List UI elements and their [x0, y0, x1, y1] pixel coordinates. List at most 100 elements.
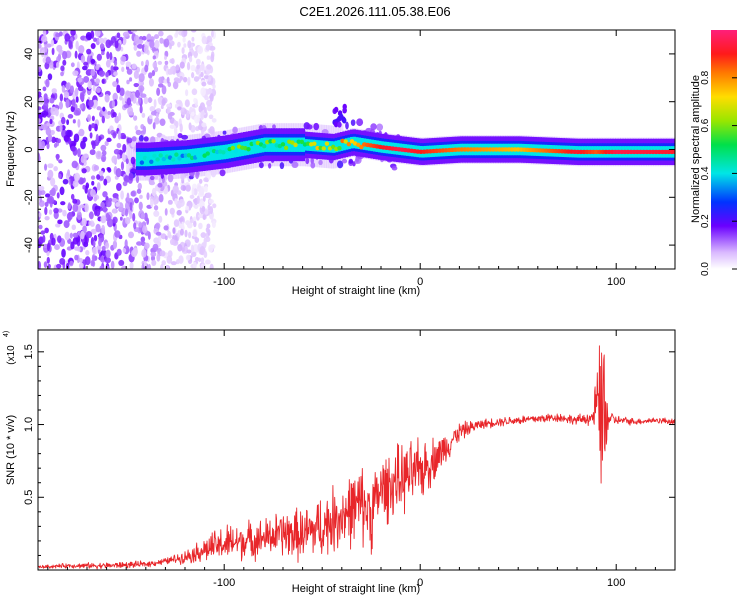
spectrogram-noise-cell — [99, 265, 104, 269]
spectrogram-noise-cell — [82, 65, 88, 71]
spectrogram-noise-cell — [44, 44, 48, 53]
spectrogram-core-cell — [312, 141, 317, 146]
spectrogram-noise-cell — [200, 63, 205, 72]
spectrogram-noise-cell — [65, 99, 70, 109]
spectrogram-noise-cell — [59, 258, 66, 265]
spectrogram-noise-cell — [79, 204, 85, 209]
spectrogram-noise-cell — [193, 188, 198, 196]
spectrogram-noise-cell — [101, 115, 106, 124]
spectrogram-x-tick-label: -100 — [213, 276, 235, 288]
spectrogram-noise-cell — [132, 213, 136, 222]
spectrogram-noise-cell — [133, 222, 137, 230]
spectrogram-noise-cell — [152, 243, 159, 252]
spectrogram-noise-cell — [193, 50, 198, 59]
spectrogram-noise-cell — [164, 235, 168, 241]
spectrogram-noise-cell — [70, 145, 76, 152]
spectrogram-noise-cell — [72, 180, 79, 188]
spectrogram-noise-cell — [101, 150, 107, 156]
spectrogram-band-cell — [237, 142, 242, 157]
spectrogram-noise-cell — [93, 234, 98, 242]
spectrogram-noise-cell — [129, 111, 134, 116]
spectrogram-core-cell — [139, 160, 145, 165]
spectrogram-noise-cell — [148, 180, 156, 186]
spectrogram-plot — [38, 30, 675, 269]
spectrogram-noise-cell — [175, 99, 182, 105]
spectrogram-noise-cell — [185, 89, 189, 97]
spectrogram-noise-cell — [91, 115, 95, 122]
spectrogram-noise-cell — [72, 237, 79, 245]
spectrogram-scatter-cell — [138, 135, 144, 142]
spectrogram-noise-cell — [177, 106, 182, 111]
spectrogram-noise-cell — [74, 172, 81, 182]
spectrogram-noise-cell — [210, 54, 215, 63]
snr-multiplier-base: (x10 — [6, 345, 17, 365]
spectrogram-noise-cell — [201, 205, 206, 213]
spectrogram-noise-cell — [65, 262, 70, 269]
spectrogram-noise-cell — [143, 260, 147, 268]
spectrogram-noise-cell — [199, 187, 205, 196]
spectrogram-noise-cell — [175, 120, 179, 128]
spectrogram-noise-cell — [185, 254, 191, 261]
spectrogram-noise-cell — [57, 235, 62, 243]
spectrogram-noise-cell — [48, 195, 55, 204]
spectrogram-noise-cell — [106, 137, 112, 143]
spectrogram-scatter-cell — [376, 123, 384, 131]
spectrogram-noise-cell — [208, 114, 214, 120]
spectrogram-noise-cell — [42, 102, 49, 110]
spectrogram-noise-cell — [153, 200, 157, 206]
spectrogram-noise-cell — [136, 188, 142, 194]
spectrogram-noise-cell — [199, 102, 206, 111]
spectrogram-noise-cell — [96, 53, 102, 61]
spectrogram-noise-cell — [203, 239, 207, 248]
spectrogram-noise-cell — [42, 30, 47, 38]
spectrogram-noise-cell — [156, 87, 161, 96]
spectrogram-band-cell — [344, 138, 349, 150]
spectrogram-noise-cell — [121, 134, 127, 140]
spectrogram-noise-cell — [77, 85, 84, 92]
spectrogram-noise-cell — [88, 220, 92, 226]
spectrogram-noise-cell — [136, 44, 144, 49]
spectrogram-noise-cell — [146, 192, 150, 201]
spectrogram-noise-cell — [43, 93, 48, 101]
spectrogram-noise-cell — [53, 207, 59, 214]
colorbar-tick-label: 0.2 — [700, 214, 711, 228]
spectrogram-noise-cell — [206, 64, 212, 70]
spectrogram-band-cell — [286, 137, 290, 152]
spectrogram-sidelobe-cell — [337, 121, 342, 128]
spectrogram-noise-cell — [110, 260, 115, 269]
spectrogram-noise-cell — [141, 35, 147, 41]
spectrogram-noise-cell — [149, 106, 156, 112]
spectrogram-noise-cell — [155, 231, 162, 236]
spectrogram-noise-cell — [183, 43, 187, 48]
spectrogram-noise-cell — [59, 93, 64, 102]
spectrogram-noise-cell — [38, 185, 45, 191]
spectrogram-noise-cell — [74, 87, 79, 97]
spectrogram-noise-cell — [151, 187, 157, 197]
spectrogram-noise-cell — [87, 80, 92, 90]
spectrogram-noise-cell — [93, 164, 100, 171]
spectrogram-noise-cell — [158, 215, 163, 223]
snr-y-tick-label: 1.0 — [23, 417, 35, 432]
spectrogram-noise-cell — [196, 64, 201, 70]
spectrogram-noise-cell — [64, 231, 70, 241]
spectrogram-noise-cell — [181, 47, 185, 54]
spectrogram-noise-cell — [157, 182, 163, 188]
spectrogram-noise-cell — [167, 112, 173, 120]
spectrogram-noise-cell — [62, 178, 69, 185]
spectrogram-band-cell — [299, 137, 303, 152]
spectrogram-noise-cell — [201, 81, 207, 87]
spectrogram-noise-cell — [185, 184, 191, 192]
spectrogram-band-cell — [316, 140, 321, 152]
spectrogram-band-cell — [141, 151, 145, 167]
snr-multiplier: (x10 4) — [3, 331, 17, 365]
spectrogram-noise-cell — [84, 256, 91, 266]
spectrogram-noise-cell — [120, 190, 124, 200]
spectrogram-noise-cell — [39, 47, 46, 55]
snr-y-tick-label: 1.5 — [23, 344, 35, 359]
spectrogram-noise-cell — [189, 194, 195, 199]
spectrogram-band-cell — [337, 140, 341, 152]
spectrogram-noise-cell — [153, 66, 159, 73]
spectrogram-noise-cell — [102, 191, 108, 198]
spectrogram-noise-cell — [188, 122, 192, 131]
spectrogram-noise-cell — [122, 181, 128, 187]
